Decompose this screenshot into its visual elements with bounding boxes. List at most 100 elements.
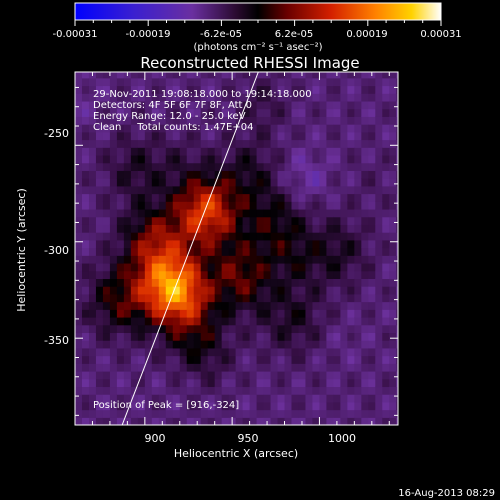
heatmap-cell bbox=[207, 193, 216, 202]
heatmap-cell bbox=[193, 139, 202, 148]
heatmap-cell bbox=[81, 286, 90, 295]
heatmap-cell bbox=[102, 378, 111, 388]
heatmap-cell bbox=[102, 363, 111, 372]
heatmap-cell bbox=[75, 77, 83, 87]
heatmap-cell bbox=[116, 232, 125, 241]
heatmap-cell bbox=[277, 293, 286, 303]
heatmap-cell bbox=[396, 363, 398, 372]
heatmap-cell bbox=[263, 77, 272, 87]
heatmap-cell bbox=[270, 378, 279, 388]
heatmap-cell bbox=[123, 401, 132, 411]
heatmap-cell bbox=[165, 139, 174, 148]
heatmap-cell bbox=[130, 255, 139, 264]
heatmap-cell bbox=[291, 108, 300, 117]
heatmap-cell bbox=[375, 201, 383, 210]
heatmap-cell bbox=[389, 355, 397, 364]
heatmap-cell bbox=[326, 108, 334, 117]
heatmap-cell bbox=[137, 363, 146, 372]
heatmap-cell bbox=[368, 216, 376, 225]
info-time-range: 29-Nov-2011 19:08:18.000 to 19:14:18.000 bbox=[93, 89, 312, 100]
heatmap-cell bbox=[298, 332, 307, 341]
heatmap-cell bbox=[186, 162, 195, 171]
heatmap-cell bbox=[396, 401, 398, 411]
heatmap-cell bbox=[235, 409, 244, 418]
heatmap-cell bbox=[333, 255, 341, 264]
heatmap-cell bbox=[151, 293, 160, 303]
heatmap-cell bbox=[186, 85, 195, 94]
heatmap-cell bbox=[95, 100, 104, 110]
heatmap-cell bbox=[235, 301, 244, 310]
heatmap-cell bbox=[347, 293, 355, 303]
heatmap-cell bbox=[249, 85, 258, 94]
heatmap-cell bbox=[305, 124, 314, 133]
heatmap-cell bbox=[95, 77, 104, 87]
heatmap-cell bbox=[284, 332, 293, 341]
heatmap-cell bbox=[165, 301, 174, 310]
heatmap-cell bbox=[291, 316, 300, 326]
y-axis-label: Heliocentric Y (arcsec) bbox=[15, 188, 28, 312]
colorbar-tick-label-0: -0.00031 bbox=[53, 29, 98, 40]
heatmap-cell bbox=[186, 232, 195, 241]
heatmap-cell bbox=[347, 401, 355, 411]
heatmap-cell bbox=[81, 370, 90, 380]
heatmap-cell bbox=[151, 224, 160, 233]
heatmap-cell bbox=[95, 340, 104, 349]
heatmap-cell bbox=[340, 301, 348, 310]
heatmap-cell bbox=[123, 154, 132, 164]
heatmap-cell bbox=[75, 340, 83, 349]
heatmap-cell bbox=[172, 262, 181, 272]
heatmap-cell bbox=[263, 216, 272, 225]
heatmap-cell bbox=[102, 154, 111, 164]
info-clean-counts: Clean Total counts: 1.47E+04 bbox=[93, 122, 253, 133]
heatmap-cell bbox=[256, 178, 265, 187]
heatmap-cell bbox=[305, 417, 314, 425]
heatmap-cell bbox=[361, 239, 369, 249]
heatmap-cell bbox=[81, 72, 90, 79]
heatmap-cell bbox=[172, 224, 181, 233]
heatmap-cell bbox=[277, 347, 286, 357]
heatmap-cell bbox=[270, 224, 279, 233]
heatmap-cell bbox=[123, 255, 132, 264]
heatmap-cell bbox=[214, 85, 223, 94]
heatmap-cell bbox=[221, 324, 230, 334]
heatmap-cell bbox=[172, 162, 181, 171]
heatmap-cell bbox=[214, 72, 223, 79]
heatmap-cell bbox=[375, 139, 383, 148]
heatmap-cell bbox=[95, 417, 104, 425]
heatmap-cell bbox=[221, 185, 230, 195]
heatmap-cell bbox=[221, 278, 230, 287]
heatmap-cell bbox=[256, 208, 265, 218]
heatmap-cell bbox=[214, 262, 223, 272]
heatmap-cell bbox=[165, 417, 174, 425]
heatmap-cell bbox=[214, 247, 223, 256]
heatmap-cell bbox=[172, 394, 181, 403]
heatmap-cell bbox=[116, 108, 125, 117]
heatmap-cell bbox=[340, 193, 348, 202]
heatmap-cell bbox=[151, 208, 160, 218]
heatmap-cell bbox=[151, 394, 160, 403]
heatmap-cell bbox=[207, 124, 216, 133]
heatmap-cell bbox=[284, 301, 293, 310]
heatmap-cell bbox=[75, 154, 83, 164]
heatmap-cell bbox=[75, 72, 83, 79]
heatmap-cell bbox=[333, 239, 341, 249]
heatmap-cell bbox=[165, 108, 174, 117]
heatmap-cell bbox=[375, 417, 383, 425]
heatmap-cell bbox=[277, 77, 286, 87]
heatmap-cell bbox=[298, 185, 307, 195]
heatmap-cell bbox=[389, 208, 397, 218]
heatmap-cell bbox=[172, 355, 181, 364]
heatmap-cell bbox=[200, 347, 209, 357]
heatmap-cell bbox=[158, 232, 167, 241]
heatmap-cell bbox=[291, 124, 300, 133]
heatmap-cell bbox=[298, 108, 307, 117]
heatmap-cell bbox=[312, 185, 321, 195]
heatmap-cell bbox=[284, 116, 293, 125]
heatmap-cell bbox=[368, 185, 376, 195]
heatmap-cell bbox=[312, 363, 321, 372]
heatmap-cell bbox=[319, 239, 328, 249]
heatmap-cell bbox=[256, 116, 265, 125]
heatmap-cell bbox=[396, 278, 398, 287]
heatmap-cell bbox=[137, 178, 146, 187]
heatmap-cell bbox=[326, 185, 334, 195]
